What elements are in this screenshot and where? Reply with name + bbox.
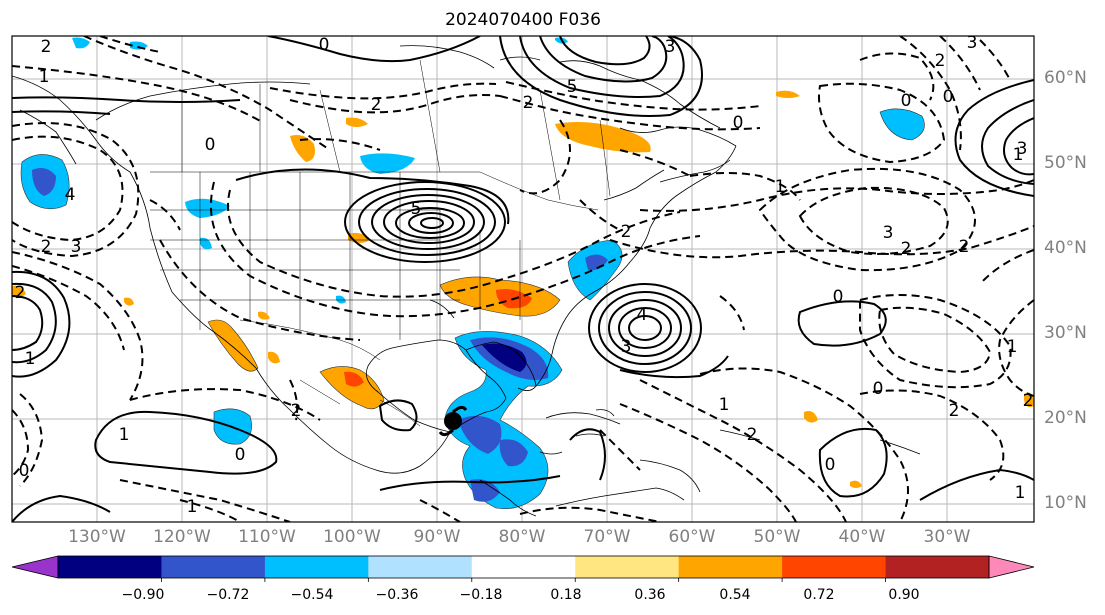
contour-label: 0 [873,379,884,399]
colorbar-segment [58,556,162,578]
lon-label: 70°W [583,527,631,547]
contour-label: 3 [883,223,894,243]
contour-label: 2 [621,222,632,242]
lon-label: 80°W [498,527,546,547]
contour-label: 1 [187,497,198,517]
contour-label: 2 [15,283,26,303]
contour-label: 0 [943,87,954,107]
lon-label: 110°W [238,527,296,547]
contour-label: 3 [71,237,82,257]
colorbar-segment [782,556,887,578]
colorbar-segment [678,556,783,578]
contour-label: 4 [65,185,76,205]
colorbar-tick-label: −0.90 [121,587,165,603]
colorbar [11,555,1035,582]
contour-label: 2 [371,95,382,115]
lon-label: 100°W [323,527,381,547]
contour-label: 1 [25,349,36,369]
lon-label: 50°W [753,527,801,547]
contour-label: 2 [523,93,534,113]
colorbar-extend-max [988,555,1035,579]
contour-label: 0 [319,35,330,55]
lon-label: 40°W [838,527,886,547]
contour-label: 0 [19,461,30,481]
contour-label: 5 [411,199,422,219]
lon-label: 60°W [668,527,716,547]
colorbar-segment [161,556,266,578]
contour-label: 1 [39,67,50,87]
colorbar-tick-label: −0.36 [375,587,419,603]
colorbar-segment [885,556,990,578]
contour-label: 2 [41,37,52,57]
map-title: 2024070400 F036 [445,10,601,30]
map-borders [150,59,611,427]
colorbar-tick-label: −0.54 [290,587,334,603]
contour-label: 4 [637,305,648,325]
contour-label: 3 [665,37,676,57]
lon-label: 130°W [68,527,126,547]
lat-label: 30°N [1044,323,1087,343]
contour-label: 3 [621,337,632,357]
contour-label: 0 [901,91,912,111]
lon-label: 90°W [413,527,461,547]
colorbar-tick-label: −0.72 [206,587,250,603]
contour-label: 1 [119,425,130,445]
lat-label: 60°N [1044,68,1087,88]
lat-label: 40°N [1044,238,1087,258]
contour-label: 2 [949,401,960,421]
colorbar-segment [264,556,369,578]
contour-label: 1 [775,177,786,197]
lat-label: 10°N [1044,493,1087,513]
contour-label: 5 [567,77,578,97]
lon-label: 30°W [923,527,971,547]
contour-label: 1 [719,395,730,415]
contour-label: 1 [1015,483,1026,503]
contour-label: 2 [901,239,912,259]
contour-label: 1 [1007,337,1018,357]
cold-patch-atlantic [567,239,623,301]
contour-label: 2 [41,237,52,257]
colorbar-segment [471,556,576,578]
lat-label: 50°N [1044,153,1087,173]
lat-label: 20°N [1044,408,1087,428]
colorbar-segment [368,556,473,578]
contour-label: 1 [1013,145,1024,165]
colorbar-tick-label: 0.90 [888,587,920,603]
colorbar-tick-label: −0.18 [459,587,503,603]
map-frame [11,35,1035,523]
colorbar-tick-label: 0.36 [634,587,666,603]
colorbar-frame [57,555,990,579]
contour-label: 2 [291,401,302,421]
contour-label: 3 [967,33,978,53]
colorbar-segment [575,556,680,578]
contour-label: 0 [205,135,216,155]
contour-label: 3 [1017,139,1028,159]
contour-labels: 2 0 1 4 3 2 5 0 5 2 3 4 3 2 1 0 1 2 0 1 … [15,33,1034,517]
contour-label: 0 [825,455,836,475]
contour-label: 0 [235,445,246,465]
contour-label: 2 [747,425,758,445]
colorbar-extend-min [11,555,59,579]
lon-label: 120°W [153,527,211,547]
contour-label: 2 [935,51,946,71]
contour-label: 0 [733,113,744,133]
colorbar-tick-label: 0.18 [550,587,582,603]
contour-label: 2 [959,237,970,257]
colorbar-tick-label: 0.72 [803,587,835,603]
hurricane-marker [438,405,468,437]
colorbar-tick-label: 0.54 [719,587,751,603]
shaded-anomalies [12,37,1034,509]
dashed-contours [12,36,1034,522]
solid-contours [12,36,1034,522]
contour-label: 0 [833,287,844,307]
contour-label: 2 [1023,391,1034,411]
